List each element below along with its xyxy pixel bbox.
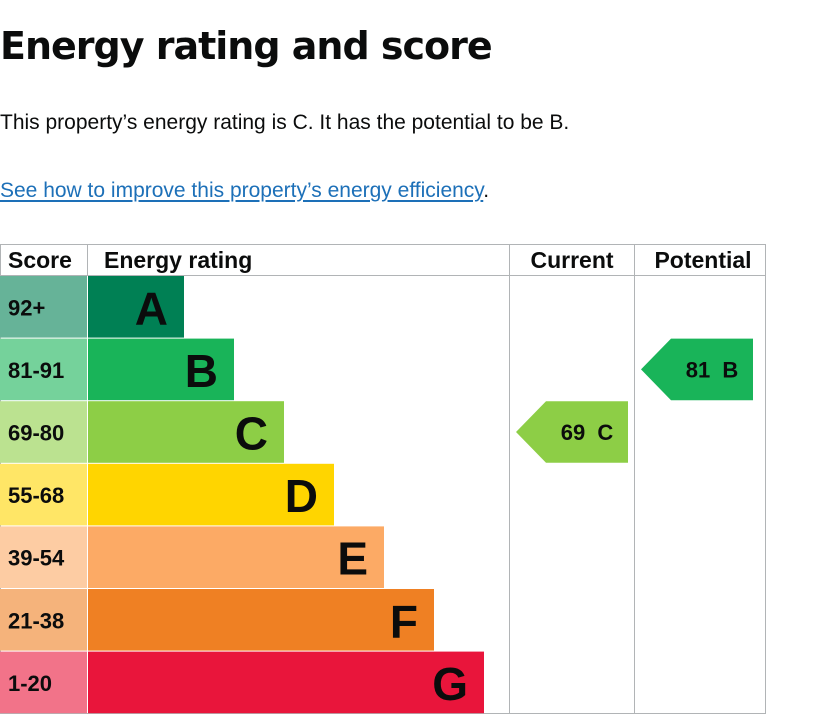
chart-headers: Score Energy rating Current Potential (8, 247, 752, 273)
link-suffix: . (483, 179, 490, 202)
rating-indicators: 69 C 81 B (516, 338, 753, 463)
score-range-e: 39-54 (8, 546, 65, 571)
band-letter-b: B (185, 345, 218, 397)
band-bar-f (88, 589, 434, 651)
band-bar-a (88, 276, 184, 338)
band-bar-b (88, 338, 234, 401)
band-letter-a: A (135, 282, 168, 334)
score-range-f: 21-38 (8, 608, 64, 633)
page-title: Energy rating and score (0, 24, 493, 68)
band-letter-c: C (235, 408, 268, 460)
band-bar-d (88, 463, 334, 526)
rating-summary: This property’s energy rating is C. It h… (0, 111, 570, 134)
score-range-c: 69-80 (8, 421, 64, 446)
band-letter-g: G (432, 658, 468, 710)
current-rating-label: 69 C (561, 420, 614, 445)
band-bar-c (88, 401, 284, 463)
band-letter-e: E (337, 533, 368, 585)
header-score: Score (8, 247, 72, 273)
header-potential: Potential (654, 247, 751, 273)
score-cell-f (0, 589, 87, 651)
improve-link-paragraph: See how to improve this property’s energ… (0, 177, 489, 205)
header-energy-rating: Energy rating (104, 247, 252, 273)
rating-bands: 92+ A 81-91 B 69-80 C 55-68 D 39-54 E 21-38 F 1-20 G (0, 276, 484, 714)
score-range-a: 92+ (8, 295, 45, 320)
score-range-b: 81-91 (8, 358, 64, 383)
band-bar-e (88, 526, 384, 588)
score-cell-g (0, 651, 87, 714)
band-letter-d: D (285, 470, 318, 522)
potential-rating-label: 81 B (686, 357, 739, 382)
score-range-d: 55-68 (8, 483, 64, 508)
score-cell-c (0, 401, 87, 463)
header-current: Current (530, 247, 613, 273)
score-cell-a (0, 276, 87, 338)
score-cell-d (0, 463, 87, 526)
score-range-g: 1-20 (8, 671, 52, 696)
band-bar-g (88, 651, 484, 714)
band-letter-f: F (390, 595, 418, 647)
potential-rating-arrow (641, 338, 753, 401)
score-cell-b (0, 338, 87, 401)
improve-efficiency-link[interactable]: See how to improve this property’s energ… (0, 179, 484, 202)
score-cell-e (0, 526, 87, 588)
current-rating-arrow (516, 401, 628, 463)
